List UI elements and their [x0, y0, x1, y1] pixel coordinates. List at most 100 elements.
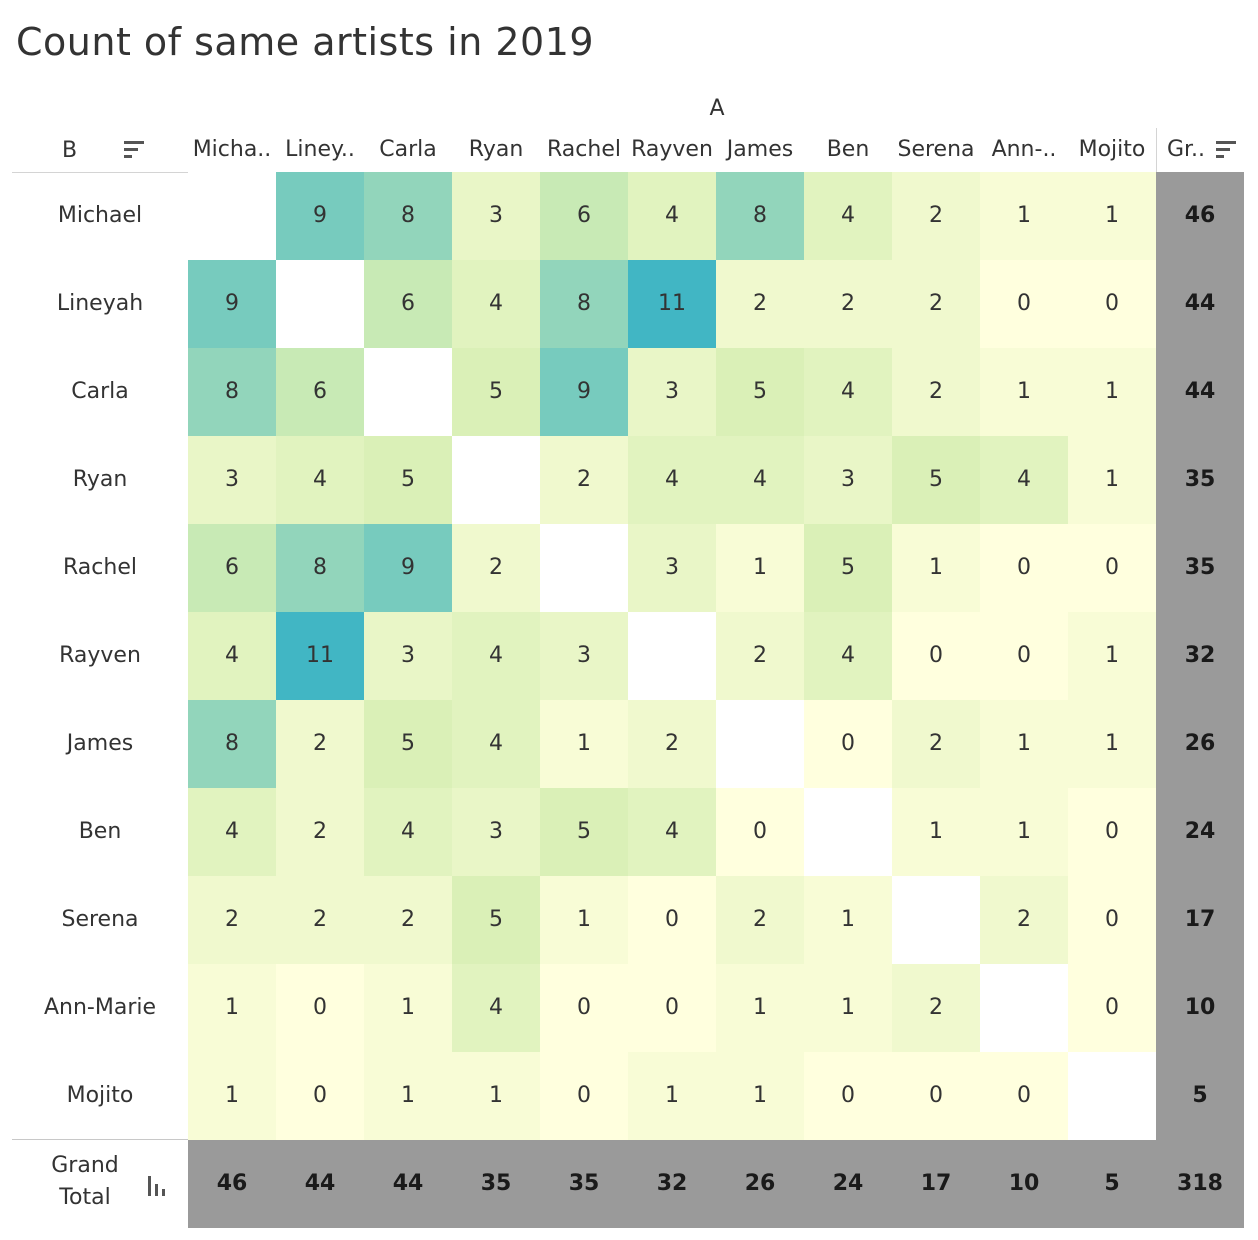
heatmap-cell[interactable]: 0: [980, 612, 1068, 700]
heatmap-cell[interactable]: 4: [628, 172, 716, 260]
heatmap-cell[interactable]: 2: [892, 172, 980, 260]
heatmap-cell[interactable]: 0: [628, 964, 716, 1052]
heatmap-cell[interactable]: 1: [540, 876, 628, 964]
heatmap-cell[interactable]: 0: [804, 700, 892, 788]
heatmap-cell[interactable]: 4: [276, 436, 364, 524]
heatmap-cell[interactable]: 11: [276, 612, 364, 700]
sort-descending-icon[interactable]: [1216, 141, 1238, 161]
heatmap-cell[interactable]: 4: [364, 788, 452, 876]
heatmap-cell[interactable]: 1: [452, 1052, 540, 1140]
heatmap-cell[interactable]: 3: [364, 612, 452, 700]
heatmap-cell[interactable]: 2: [452, 524, 540, 612]
heatmap-cell[interactable]: 0: [980, 260, 1068, 348]
heatmap-cell[interactable]: 5: [364, 436, 452, 524]
heatmap-cell[interactable]: [452, 436, 540, 524]
heatmap-cell[interactable]: 9: [276, 172, 364, 260]
heatmap-cell[interactable]: 2: [364, 876, 452, 964]
heatmap-cell[interactable]: 1: [540, 700, 628, 788]
heatmap-cell[interactable]: 0: [892, 612, 980, 700]
heatmap-cell[interactable]: [804, 788, 892, 876]
heatmap-cell[interactable]: 8: [188, 348, 276, 436]
heatmap-cell[interactable]: 2: [540, 436, 628, 524]
heatmap-cell[interactable]: 5: [364, 700, 452, 788]
heatmap-cell[interactable]: 1: [364, 1052, 452, 1140]
heatmap-cell[interactable]: 3: [804, 436, 892, 524]
heatmap-cell[interactable]: 1: [716, 524, 804, 612]
heatmap-cell[interactable]: 2: [628, 700, 716, 788]
heatmap-cell[interactable]: [188, 172, 276, 260]
heatmap-cell[interactable]: 4: [452, 612, 540, 700]
heatmap-cell[interactable]: 9: [540, 348, 628, 436]
heatmap-cell[interactable]: 4: [804, 348, 892, 436]
heatmap-cell[interactable]: 0: [980, 524, 1068, 612]
heatmap-cell[interactable]: 1: [980, 348, 1068, 436]
heatmap-cell[interactable]: 4: [804, 172, 892, 260]
heatmap-cell[interactable]: 4: [452, 260, 540, 348]
heatmap-cell[interactable]: 3: [452, 172, 540, 260]
heatmap-cell[interactable]: 2: [892, 260, 980, 348]
heatmap-cell[interactable]: 2: [276, 788, 364, 876]
heatmap-cell[interactable]: 1: [364, 964, 452, 1052]
heatmap-cell[interactable]: 4: [628, 788, 716, 876]
heatmap-cell[interactable]: 0: [892, 1052, 980, 1140]
heatmap-cell[interactable]: 11: [628, 260, 716, 348]
heatmap-cell[interactable]: 3: [452, 788, 540, 876]
heatmap-cell[interactable]: 5: [452, 348, 540, 436]
heatmap-cell[interactable]: 3: [540, 612, 628, 700]
heatmap-cell[interactable]: 1: [716, 1052, 804, 1140]
heatmap-cell[interactable]: [1068, 1052, 1156, 1140]
heatmap-cell[interactable]: [716, 700, 804, 788]
heatmap-cell[interactable]: 0: [1068, 964, 1156, 1052]
heatmap-cell[interactable]: 4: [716, 436, 804, 524]
heatmap-cell[interactable]: 8: [540, 260, 628, 348]
heatmap-cell[interactable]: 2: [716, 260, 804, 348]
heatmap-cell[interactable]: 2: [716, 612, 804, 700]
heatmap-cell[interactable]: 3: [188, 436, 276, 524]
heatmap-cell[interactable]: 0: [276, 964, 364, 1052]
heatmap-cell[interactable]: 0: [804, 1052, 892, 1140]
heatmap-cell[interactable]: [628, 612, 716, 700]
heatmap-cell[interactable]: 2: [276, 700, 364, 788]
heatmap-cell[interactable]: 0: [716, 788, 804, 876]
heatmap-cell[interactable]: 4: [452, 700, 540, 788]
heatmap-cell[interactable]: 1: [1068, 612, 1156, 700]
heatmap-cell[interactable]: 2: [188, 876, 276, 964]
heatmap-cell[interactable]: 3: [628, 348, 716, 436]
heatmap-cell[interactable]: 1: [188, 1052, 276, 1140]
heatmap-cell[interactable]: 9: [364, 524, 452, 612]
heatmap-cell[interactable]: 4: [804, 612, 892, 700]
heatmap-cell[interactable]: 0: [1068, 260, 1156, 348]
heatmap-cell[interactable]: 5: [892, 436, 980, 524]
sort-descending-icon[interactable]: [124, 141, 146, 161]
heatmap-cell[interactable]: 0: [980, 1052, 1068, 1140]
heatmap-cell[interactable]: 4: [188, 612, 276, 700]
heatmap-cell[interactable]: 1: [1068, 172, 1156, 260]
heatmap-cell[interactable]: 4: [452, 964, 540, 1052]
heatmap-cell[interactable]: 0: [540, 1052, 628, 1140]
heatmap-cell[interactable]: 0: [1068, 788, 1156, 876]
heatmap-cell[interactable]: 0: [628, 876, 716, 964]
heatmap-cell[interactable]: 1: [1068, 700, 1156, 788]
heatmap-cell[interactable]: 4: [628, 436, 716, 524]
heatmap-cell[interactable]: [364, 348, 452, 436]
heatmap-cell[interactable]: 3: [628, 524, 716, 612]
heatmap-cell[interactable]: 5: [804, 524, 892, 612]
heatmap-cell[interactable]: 1: [1068, 436, 1156, 524]
heatmap-cell[interactable]: 8: [276, 524, 364, 612]
heatmap-cell[interactable]: 0: [1068, 524, 1156, 612]
heatmap-cell[interactable]: 1: [892, 788, 980, 876]
heatmap-cell[interactable]: 2: [892, 348, 980, 436]
heatmap-cell[interactable]: 1: [628, 1052, 716, 1140]
heatmap-cell[interactable]: 9: [188, 260, 276, 348]
heatmap-cell[interactable]: 2: [804, 260, 892, 348]
heatmap-cell[interactable]: 1: [892, 524, 980, 612]
heatmap-cell[interactable]: 1: [804, 964, 892, 1052]
heatmap-cell[interactable]: [276, 260, 364, 348]
heatmap-cell[interactable]: 1: [188, 964, 276, 1052]
heatmap-cell[interactable]: 4: [980, 436, 1068, 524]
heatmap-cell[interactable]: 5: [452, 876, 540, 964]
bar-chart-icon[interactable]: [148, 1176, 172, 1196]
heatmap-cell[interactable]: 6: [276, 348, 364, 436]
heatmap-cell[interactable]: [980, 964, 1068, 1052]
heatmap-cell[interactable]: 0: [276, 1052, 364, 1140]
